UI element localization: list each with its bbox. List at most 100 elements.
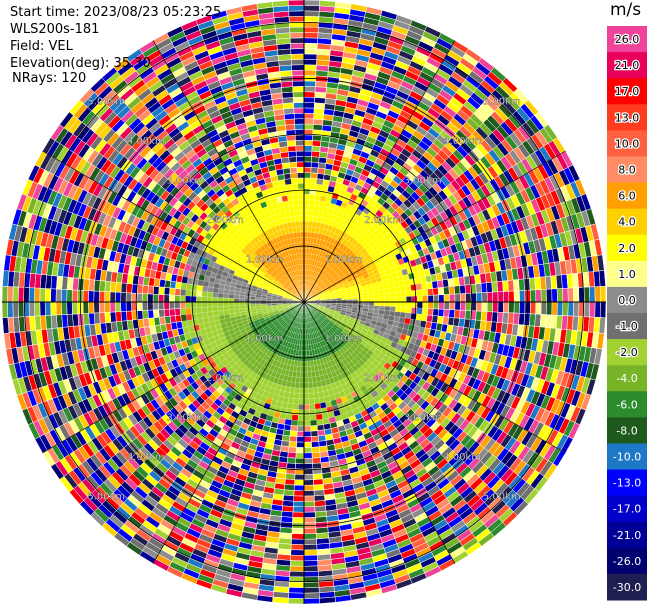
range-gate-cell [492, 301, 499, 313]
range-gate-cell [309, 199, 315, 206]
range-gate-cell [508, 301, 515, 314]
range-gate-cell [310, 425, 318, 432]
range-gate-cell [443, 294, 450, 303]
range-gate-cell [303, 382, 309, 389]
range-gate-cell [389, 310, 396, 317]
range-gate-cell [136, 310, 144, 320]
range-gate-cell [228, 301, 235, 307]
range-gate-cell [294, 474, 305, 481]
range-gate-cell [293, 495, 305, 502]
range-gate-cell [449, 301, 456, 311]
range-gate-cell [303, 37, 319, 44]
range-gate-cell [400, 296, 407, 303]
range-gate-cell [411, 301, 418, 308]
range-gate-cell [311, 140, 322, 147]
range-gate-cell [303, 560, 319, 567]
range-gate-cell [303, 533, 317, 540]
range-gate-cell [448, 285, 456, 295]
range-gate-cell [319, 396, 326, 404]
range-gate-cell [319, 596, 336, 604]
range-gate-cell [318, 391, 325, 398]
range-gate-cell [421, 308, 428, 316]
range-gate-cell [390, 301, 396, 307]
range-gate-cell [298, 409, 305, 416]
range-gate-cell [311, 145, 321, 153]
range-gate-cell [415, 313, 423, 321]
range-gate-cell [598, 270, 606, 287]
range-gate-cell [290, 425, 298, 432]
range-gate-cell [142, 309, 149, 320]
range-gate-cell [433, 301, 440, 310]
range-gate-cell [303, 194, 310, 200]
range-gate-cell [405, 285, 412, 292]
range-gate-cell [312, 216, 318, 223]
range-gate-cell [303, 69, 317, 77]
range-gate-cell [573, 287, 580, 303]
range-gate-cell [535, 301, 542, 315]
range-gate-cell [394, 286, 401, 293]
range-gate-cell [207, 306, 213, 313]
range-gate-cell [438, 301, 445, 310]
range-gate-cell [303, 210, 309, 216]
range-gate-cell [292, 511, 305, 518]
range-gate-cell [309, 183, 317, 190]
range-gate-cell [303, 404, 310, 410]
range-gate-cell [497, 291, 504, 303]
range-gate-cell [486, 301, 494, 313]
range-gate-cell [292, 409, 299, 416]
range-gate-cell [295, 457, 305, 465]
range-gate-cell [310, 172, 318, 179]
range-gate-cell [290, 554, 305, 562]
range-gate-cell [289, 565, 305, 572]
range-gate-cell [207, 311, 214, 318]
range-gate-cell [303, 597, 321, 605]
range-gate-cell [404, 279, 411, 287]
range-gate-cell [303, 571, 319, 578]
range-gate-cell [288, 581, 305, 589]
range-gate-cell [583, 301, 591, 318]
range-gate-cell [296, 371, 301, 378]
range-gate-cell [491, 311, 499, 323]
range-gate-cell [303, 538, 317, 545]
range-gate-cell [158, 309, 165, 318]
range-gate-cell [287, 597, 305, 605]
range-gate-cell [437, 287, 445, 296]
range-gate-cell [208, 316, 215, 323]
range-gate-cell [307, 366, 312, 373]
range-gate-cell [314, 97, 326, 104]
range-gate-cell [244, 304, 251, 309]
range-gate-cell [594, 301, 601, 318]
range-gate-cell [311, 446, 321, 454]
range-gate-cell [599, 285, 607, 303]
range-gate-cell [163, 308, 171, 317]
range-gate-cell [196, 307, 203, 314]
range-gate-cell [589, 286, 596, 303]
range-gate-cell [303, 53, 318, 60]
range-gate-cell [303, 415, 311, 421]
range-gate-cell [383, 310, 390, 316]
range-gate-cell [303, 10, 320, 17]
range-gate-cell [459, 293, 467, 303]
range-gate-cell [311, 376, 317, 383]
range-gate-cell [546, 288, 553, 303]
range-gate-cell [307, 226, 312, 233]
range-gate-cell [406, 301, 412, 308]
range-gate-cell [373, 301, 380, 307]
range-gate-cell [599, 301, 607, 319]
range-gate-cell [287, 451, 297, 459]
range-gate-cell [228, 309, 235, 314]
range-gate-cell [303, 91, 316, 98]
range-gate-cell [281, 505, 294, 513]
range-gate-cell [303, 377, 309, 383]
range-gate-cell [411, 307, 418, 314]
range-gate-cell [449, 293, 456, 303]
range-gate-cell [303, 490, 315, 497]
range-gate-cell [303, 80, 316, 87]
range-gate-cell [299, 382, 305, 389]
range-gate-cell [311, 441, 320, 448]
range-gate-cell [315, 413, 323, 421]
range-gate-cell [415, 283, 423, 291]
range-gate-cell [303, 361, 308, 367]
range-gate-cell [311, 451, 321, 459]
range-gate-cell [296, 431, 305, 438]
